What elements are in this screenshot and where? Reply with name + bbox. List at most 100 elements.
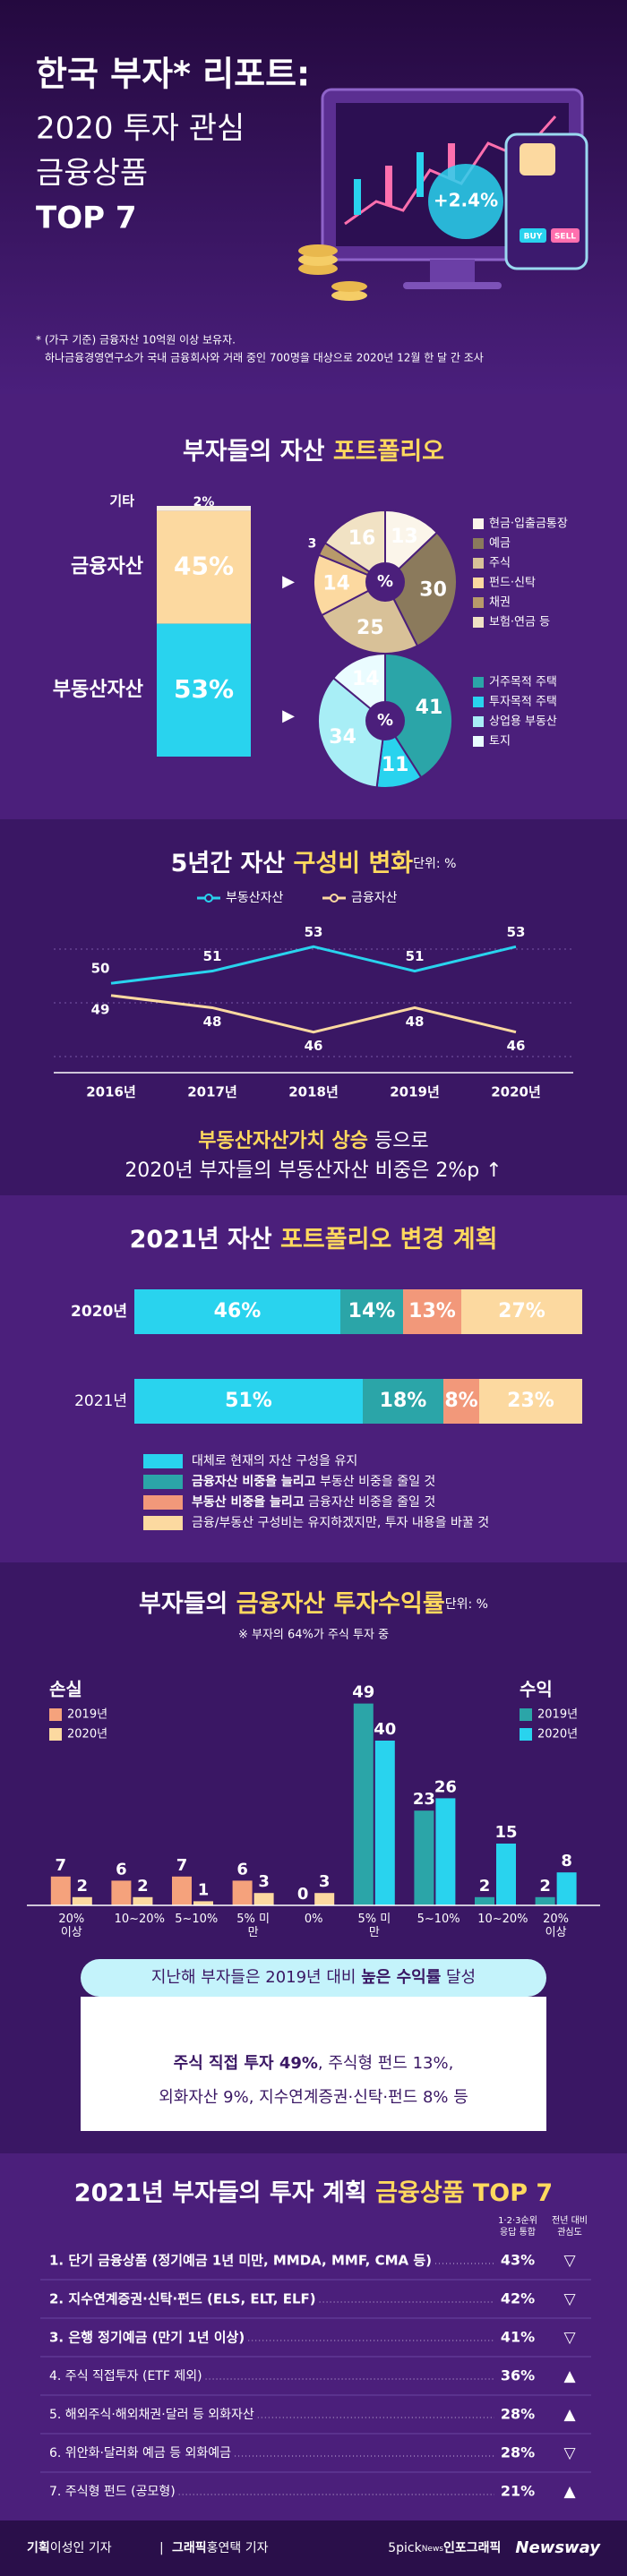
point-label: 50 <box>91 961 110 977</box>
x-tick-label: 10~20% <box>114 1913 165 1926</box>
bar <box>232 1880 253 1905</box>
x-tick-label: 0% <box>304 1913 323 1926</box>
row-trend: ▲ <box>563 2367 576 2385</box>
legend-swatch <box>143 1516 183 1530</box>
legend-swatch <box>143 1495 183 1510</box>
category-label: 2020년 <box>71 1303 127 1321</box>
note: ※ 부자의 64%가 주식 투자 중 <box>238 1629 389 1642</box>
center-label: % <box>377 711 393 730</box>
legend-swatch <box>473 736 484 747</box>
text-part: 등으로 <box>368 1130 429 1152</box>
stack-segment <box>157 506 251 511</box>
value-label: 2 <box>539 1877 551 1896</box>
section-title: 부자들의 금융자산 투자수익률단위: % <box>139 1590 488 1618</box>
text-part: 2021년 자산 <box>130 1226 280 1254</box>
text-part: 포트폴리오 변경 계획 <box>280 1226 497 1254</box>
text-part: 금융자산 투자수익률 <box>236 1590 445 1618</box>
illustration <box>298 88 588 301</box>
x-tick-label: 5~10% <box>175 1913 219 1926</box>
text-part: 달성 <box>441 1968 476 1987</box>
bar <box>556 1872 577 1905</box>
category-label: 부동산자산 <box>53 679 143 701</box>
legend-label: 2019년 <box>537 1708 578 1722</box>
bar <box>314 1893 335 1905</box>
text-part: 홍연택 기자 <box>207 2541 269 2555</box>
subtitle: 2020 투자 관심 <box>36 111 245 147</box>
legend-label: 보험·연금 등 <box>489 616 550 629</box>
x-tick-label: 2018년 <box>288 1084 339 1100</box>
text-part: 기획 <box>27 2540 50 2555</box>
legend-label: 투자목적 주택 <box>489 696 557 709</box>
category-label: 2021년 <box>74 1392 127 1410</box>
legend-label: 토지 <box>489 735 511 749</box>
quote: 주식 직접 투자 49%, 주식형 펀드 13%, <box>174 2054 454 2073</box>
x-tick-label: 2017년 <box>187 1084 237 1100</box>
legend-swatch <box>520 1728 532 1741</box>
legend-label: 2019년 <box>67 1708 107 1722</box>
row-label: 3. 은행 정기예금 (만기 1년 이상) <box>49 2330 245 2346</box>
text-part: 부자들의 자산 <box>183 438 333 466</box>
line <box>110 994 517 1034</box>
value-label: 6 <box>116 1860 127 1879</box>
box-banner-text: 지난해 부자들은 2019년 대비 높은 수익률 달성 <box>151 1968 476 1987</box>
legend-swatch <box>143 1475 183 1489</box>
arrow: ▶ <box>282 572 295 591</box>
bar <box>193 1901 213 1905</box>
legend-label: 대체로 현재의 자산 구성을 유지 <box>192 1454 357 1468</box>
point-label: 53 <box>305 924 323 940</box>
text-part: 부동산 비중을 늘리고 <box>192 1494 305 1510</box>
column-header: 응답 통합 <box>500 2227 536 2238</box>
stack-segment <box>157 510 251 624</box>
value-label: 23% <box>507 1390 554 1412</box>
text-part: 인포그래픽 <box>443 2540 501 2555</box>
column-header: 관심도 <box>557 2227 582 2238</box>
x-tick-label: 2016년 <box>86 1084 136 1100</box>
value-label: 18% <box>380 1390 427 1412</box>
legend-dot <box>204 894 213 903</box>
annotation: 부동산자산가치 상승 등으로 <box>198 1130 429 1152</box>
text-part: 5pick <box>388 2541 422 2555</box>
text-part: 높은 수익률 <box>361 1968 441 1987</box>
bar <box>414 1810 434 1905</box>
legend-swatch <box>143 1454 183 1468</box>
row-label: 7. 주식형 펀드 (공모형) <box>49 2485 176 2499</box>
text-part: 5년간 자산 <box>171 850 294 877</box>
legend-label: 금융자산 비중을 늘리고 부동산 비중을 줄일 것 <box>192 1474 435 1489</box>
bar-segment <box>340 1289 403 1334</box>
legend-swatch <box>473 617 484 628</box>
value-label: 45% <box>174 552 234 581</box>
legend-swatch <box>49 1728 62 1741</box>
text-part: 부자들의 <box>139 1590 236 1618</box>
text-part: 구성비 변화 <box>294 850 414 877</box>
legend-label: 현금·입출금통장 <box>489 518 568 531</box>
line <box>110 945 517 985</box>
section-title: 2021년 부자들의 투자 계획 금융상품 TOP 7 <box>74 2179 553 2207</box>
category-label: 기타 <box>109 493 134 509</box>
bar-segment <box>443 1379 479 1424</box>
bar-segment <box>363 1379 443 1424</box>
bar <box>133 1896 153 1905</box>
slice-label: 34 <box>329 726 356 749</box>
text-part: 2021년 부자들의 투자 계획 <box>74 2179 375 2207</box>
row-value: 28% <box>501 2406 535 2423</box>
text-part: 지난해 부자들은 2019년 대비 <box>151 1968 361 1987</box>
legend-label: 금융자산 <box>351 891 398 905</box>
legend-label: 채권 <box>489 596 511 610</box>
bar <box>475 1896 494 1905</box>
row-trend: ▲ <box>563 2406 576 2424</box>
value-label: 6 <box>236 1860 248 1879</box>
subtitle: TOP 7 <box>36 201 137 236</box>
category-label: 금융자산 <box>71 556 143 578</box>
text-part: 그래픽 <box>172 2540 207 2555</box>
value-label: 53% <box>174 674 234 704</box>
brand: 5pickNews인포그래픽 <box>388 2540 501 2555</box>
stack-segment <box>157 623 251 757</box>
text-part: 포트폴리오 <box>333 438 444 466</box>
bar <box>496 1844 516 1905</box>
group-label: 수익 <box>520 1679 553 1700</box>
center-label: % <box>377 572 393 591</box>
value-label: 2 <box>479 1877 491 1896</box>
row-label: 1. 단기 금융상품 (정기예금 1년 미만, MMDA, MMF, CMA 등… <box>49 2253 432 2269</box>
row-trend: ▽ <box>563 2252 576 2270</box>
